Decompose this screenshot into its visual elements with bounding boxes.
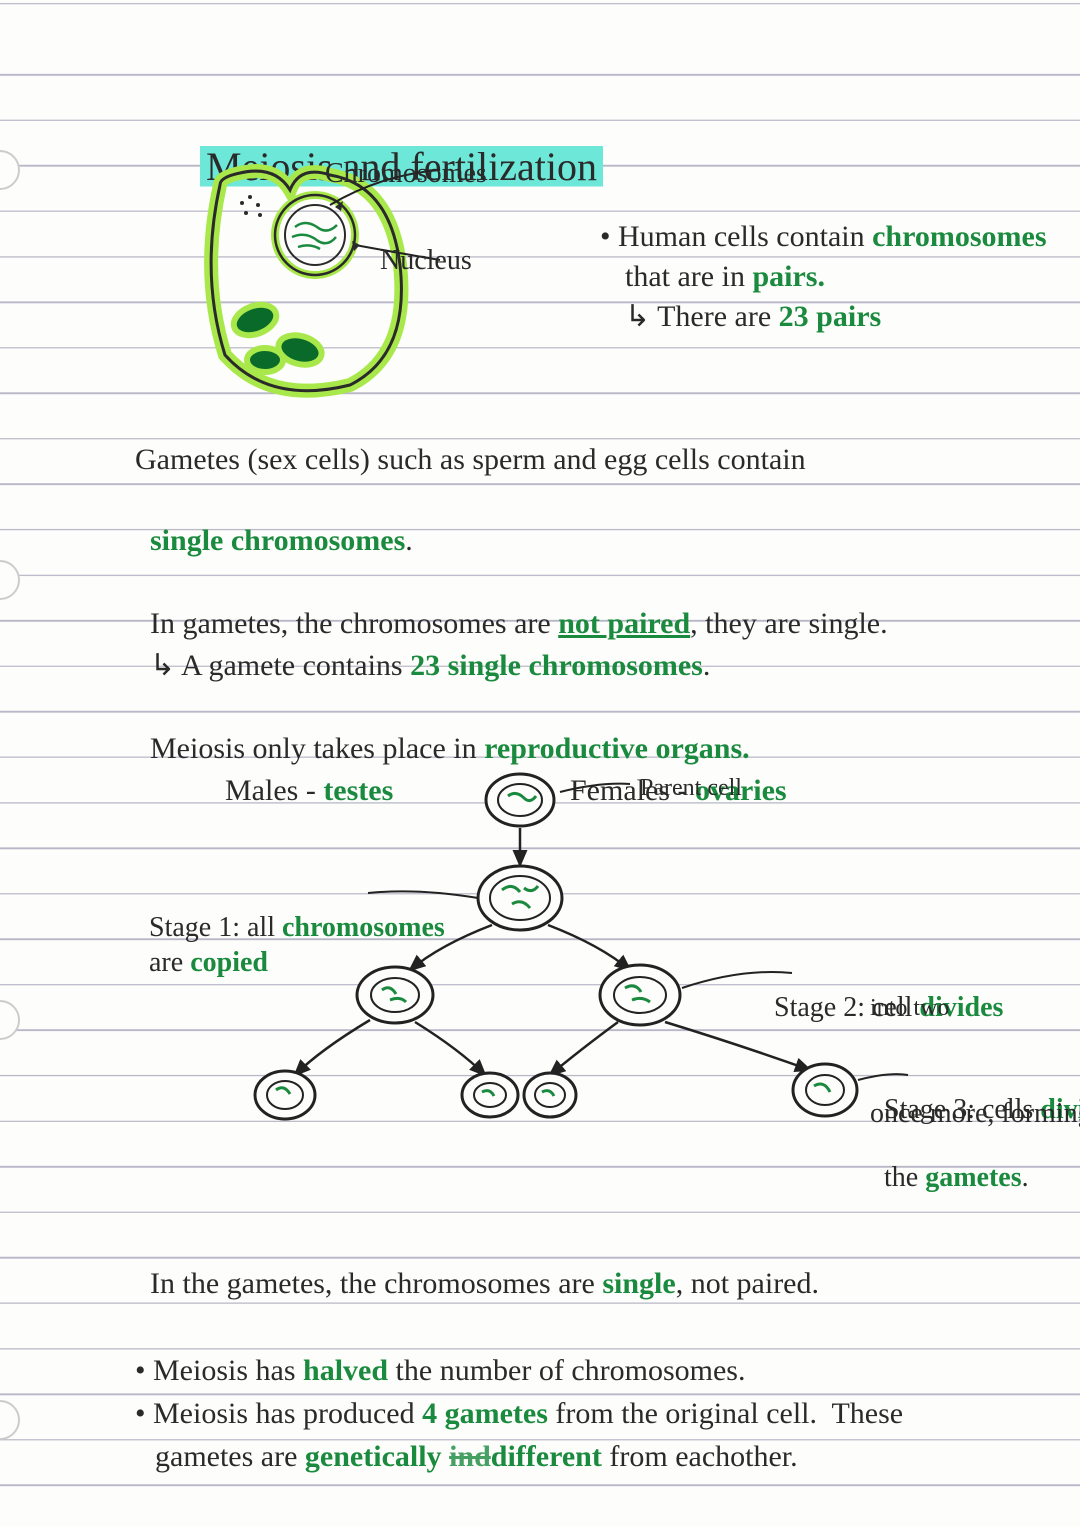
p-final-3: gametes are genetically inddifferent fro… [140, 1398, 798, 1476]
label-stage1b: are copied [135, 915, 268, 979]
label-stage3b: once more, forming [870, 1098, 1080, 1130]
p-gametes-2: single chromosomes. [135, 482, 413, 560]
label-parent-cell: Parent cell [640, 775, 742, 802]
label-stage3c: the gametes. [870, 1130, 1029, 1194]
cell-diagram [180, 155, 480, 415]
label-nucleus: Nucleus [380, 245, 472, 277]
label-stage2b: into two [870, 995, 949, 1022]
p-gametes-1: Gametes (sex cells) such as sperm and eg… [135, 440, 806, 479]
p-single: In the gametes, the chromosomes are sing… [135, 1225, 819, 1303]
label-chromosomes: Chromosomes [325, 158, 487, 190]
bullet-23pairs: ↳ There are 23 pairs [610, 258, 881, 336]
p-ingametes-2: ↳ A gamete contains 23 single chromosome… [135, 607, 710, 685]
